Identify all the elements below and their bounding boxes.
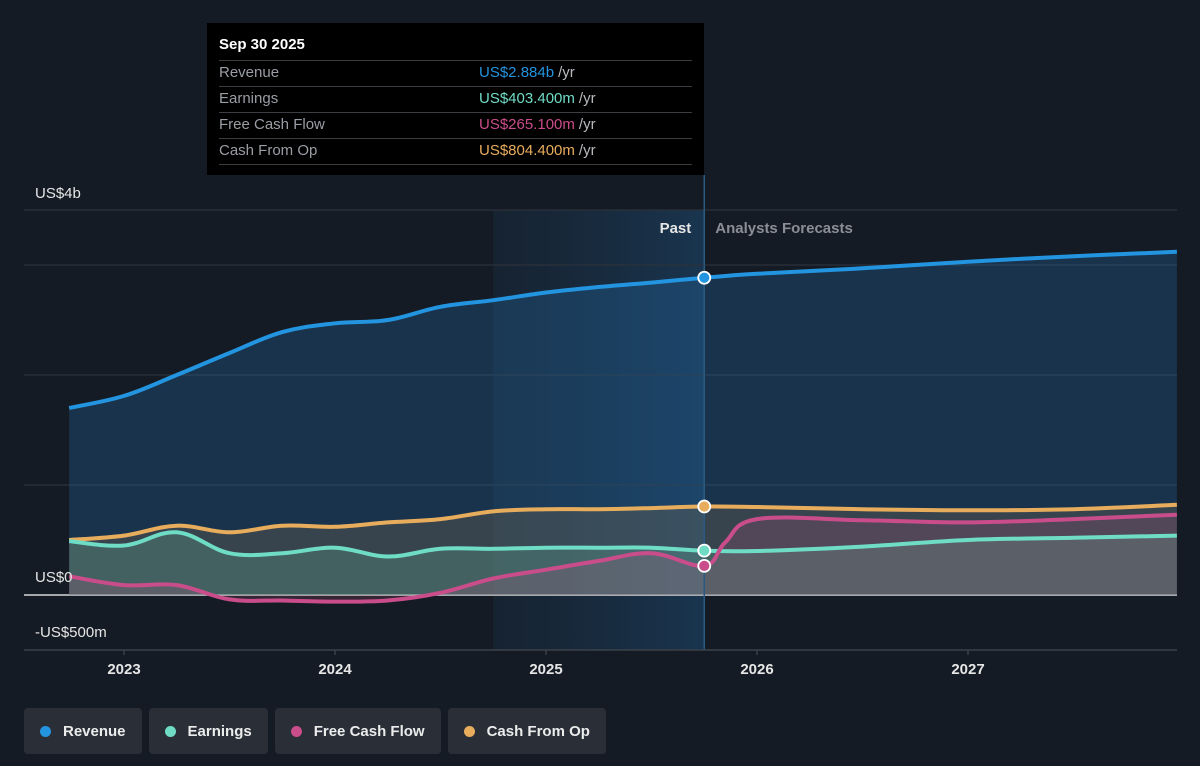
tooltip-unit: /yr: [558, 64, 575, 81]
x-tick-label: 2025: [529, 661, 562, 678]
earnings-area: [69, 532, 1177, 595]
tooltip: Sep 30 2025 Revenue US$2.884b /yr Earnin…: [207, 23, 704, 175]
legend-label: Free Cash Flow: [313, 722, 425, 740]
tooltip-row-free-cash-flow: Free Cash Flow US$265.100m /yr: [219, 113, 692, 139]
tooltip-row-revenue: Revenue US$2.884b /yr: [219, 61, 692, 87]
legend: Revenue Earnings Free Cash Flow Cash Fro…: [24, 708, 606, 754]
x-tick-label: 2026: [740, 661, 773, 678]
tooltip-label: Cash From Op: [219, 142, 318, 159]
cash-from-op-line: [68, 502, 1177, 542]
x-tick-label: 2023: [107, 661, 140, 678]
free-cash-flow-dot-icon: [290, 725, 302, 737]
earnings-marker: [697, 543, 712, 558]
cash-from-op-marker: [697, 499, 712, 514]
tooltip-date: Sep 30 2025: [219, 36, 692, 61]
revenue-marker: [697, 270, 712, 285]
tooltip-value: US$265.100m: [479, 116, 575, 133]
tooltip-value: US$403.400m: [479, 90, 575, 107]
legend-label: Earnings: [187, 722, 252, 740]
tooltip-value: US$2.884b: [479, 64, 555, 81]
legend-label: Cash From Op: [486, 722, 590, 740]
earnings-line: [68, 530, 1177, 559]
x-tick-label: 2027: [951, 661, 984, 678]
tooltip-label: Earnings: [219, 90, 279, 107]
revenue-line: [68, 249, 1177, 410]
y-tick-label: -US$500m: [35, 624, 107, 641]
tooltip-row-earnings: Earnings US$403.400m /yr: [219, 87, 692, 113]
past-region-label: Past: [660, 220, 692, 237]
y-tick-label: US$4b: [35, 185, 81, 202]
legend-item-revenue[interactable]: Revenue: [24, 708, 142, 754]
tooltip-value: US$804.400m: [479, 142, 575, 159]
revenue-dot-icon: [40, 725, 51, 737]
y-tick-label: US$0: [35, 569, 73, 586]
past-highlight-band: [493, 210, 705, 650]
tooltip-unit: /yr: [578, 116, 596, 133]
legend-label: Revenue: [63, 722, 126, 740]
tooltip-unit: /yr: [578, 90, 596, 107]
legend-item-cash-from-op[interactable]: Cash From Op: [447, 708, 606, 754]
tooltip-unit: /yr: [578, 142, 596, 159]
free-cash-flow-area: [69, 514, 1177, 602]
x-tick-label: 2024: [318, 661, 352, 678]
free-cash-flow-line: [68, 512, 1177, 604]
legend-item-earnings[interactable]: Earnings: [148, 708, 268, 754]
tooltip-row-cash-from-op: Cash From Op US$804.400m /yr: [219, 139, 692, 165]
tooltip-label: Revenue: [219, 64, 280, 81]
cash-from-op-dot-icon: [463, 725, 475, 737]
legend-item-free-cash-flow[interactable]: Free Cash Flow: [274, 708, 441, 754]
earnings-dot-icon: [164, 725, 176, 737]
tooltip-label: Free Cash Flow: [219, 116, 325, 133]
free-cash-flow-marker: [697, 558, 712, 573]
forecast-region-label: Analysts Forecasts: [715, 220, 853, 237]
